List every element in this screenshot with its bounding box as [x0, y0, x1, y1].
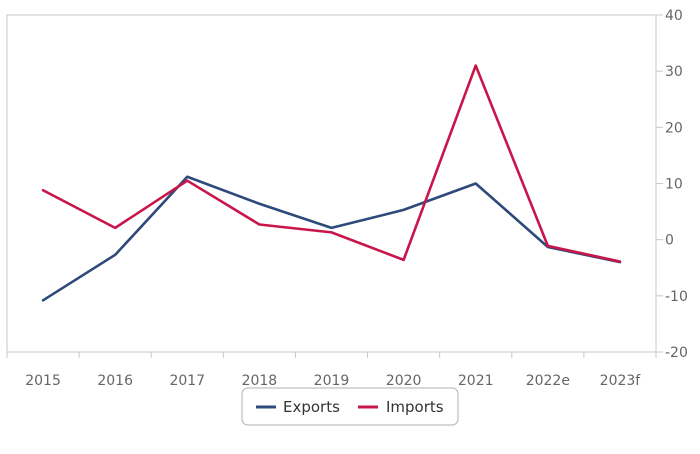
legend: Exports Imports [241, 387, 459, 426]
y-tick-label: 30 [665, 64, 683, 80]
y-tick-label: 10 [665, 177, 683, 193]
x-tick-label: 2018 [242, 373, 278, 389]
x-tick-label: 2021 [458, 373, 494, 389]
legend-item-imports[interactable]: Imports [358, 398, 444, 416]
y-tick-label: -10 [665, 289, 688, 305]
x-tick-label: 2017 [169, 373, 205, 389]
series-line-imports [41, 64, 622, 263]
legend-label-exports: Exports [283, 398, 340, 416]
x-tick-label: 2015 [25, 373, 61, 389]
x-axis-ticks [6, 352, 657, 358]
legend-label-imports: Imports [386, 398, 444, 416]
x-tick-label: 2019 [314, 373, 350, 389]
x-axis-labels: 2015 2016 2017 2018 2019 2020 2021 2022e 2023f [25, 373, 641, 389]
plot-area-frame [6, 14, 657, 353]
y-tick-label: -20 [665, 345, 688, 361]
legend-box [241, 387, 459, 426]
series-line-exports [41, 175, 622, 302]
y-tick-label: 0 [665, 233, 674, 249]
y-axis-labels: -20 -10 0 10 20 30 40 [665, 8, 688, 361]
x-tick-label: 2016 [97, 373, 133, 389]
y-tick-label: 20 [665, 120, 683, 136]
x-tick-label: 2020 [386, 373, 422, 389]
legend-item-exports[interactable]: Exports [256, 398, 340, 416]
x-tick-label: 2023f [600, 373, 642, 389]
y-tick-label: 40 [665, 8, 683, 24]
x-tick-label: 2022e [526, 373, 570, 389]
y-axis-ticks [656, 14, 663, 353]
series-layer [41, 64, 622, 302]
